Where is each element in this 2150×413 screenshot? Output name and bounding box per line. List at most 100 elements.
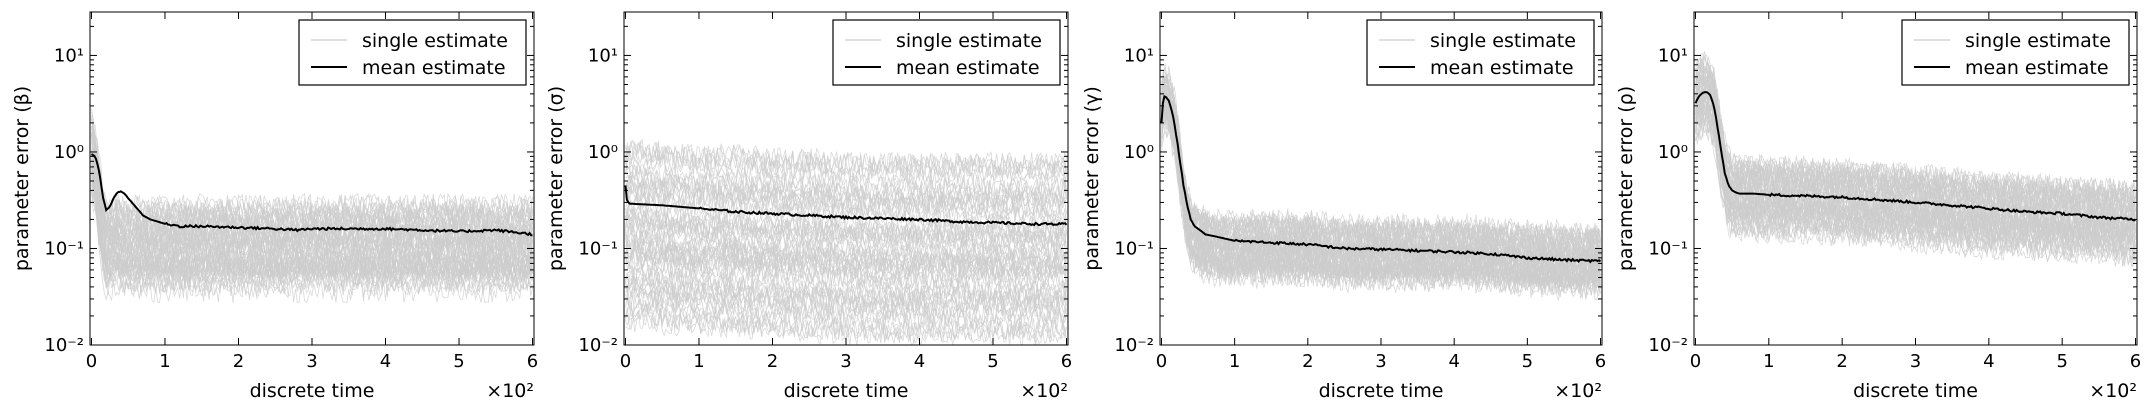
single-estimate-trace [1695,120,2136,268]
single-estimate-trace [91,161,533,275]
y-tick-label: 10⁻¹ [578,238,618,259]
y-tick-label: 10⁻² [1114,335,1154,356]
single-estimate-trace [1695,55,2136,203]
y-tick-label: 10⁰ [588,142,618,163]
x-tick-label: 3 [1375,351,1386,372]
single-estimate-trace [1161,103,1601,282]
single-estimate-trace [91,121,533,218]
x-tick-label: 6 [2130,351,2141,372]
x-tick-label: 5 [453,351,464,372]
single-estimate-trace [625,162,1067,204]
chart-panel-1: 0 1 2 3 4 5 6 10⁻² 10⁻¹ 10⁰ 10¹ discrete time ×10² pa… [11,11,538,402]
single-estimate-trace [625,180,1067,217]
mean-estimate-line [624,185,1068,227]
x-tick-label: 5 [987,351,998,372]
single-estimate-trace [91,189,533,294]
single-estimate-trace [1161,73,1601,251]
single-estimate-trace [91,155,533,262]
x-multiplier-label: ×10² [2089,380,2137,402]
single-estimate-trace [1695,117,2136,262]
x-tick-label: 2 [1302,351,1313,372]
mean-estimate-line [90,153,533,237]
y-axis-label: parameter error (σ) [545,86,567,271]
y-tick-label: 10⁻¹ [44,238,84,259]
legend: single estimate mean estimate [1901,19,2130,86]
single-estimate-trace [625,190,1067,228]
x-tick-label: 6 [527,351,538,372]
single-estimate-trace [1695,78,2136,231]
x-tick-label: 0 [1156,351,1167,372]
y-tick-label: 10¹ [588,45,618,66]
x-tick-label: 3 [840,351,851,372]
x-tick-label: 4 [380,351,391,372]
x-multiplier-label: ×10² [1020,380,1068,402]
plot-area [1694,51,2137,268]
single-estimate-trace [1161,126,1601,302]
x-tick-label: 0 [1690,351,1701,372]
single-estimate-trace [91,172,533,277]
legend-box [832,19,1061,86]
legend: single estimate mean estimate [1366,19,1595,86]
x-axis-label: discrete time [250,380,375,402]
single-estimate-trace [1695,58,2136,207]
chart-panel-3: 0 1 2 3 4 5 6 10⁻² 10⁻¹ 10⁰ 10¹ discrete time ×10² pa… [1081,11,1606,402]
single-estimate-trace [625,139,1067,177]
single-estimate-trace [1161,70,1601,254]
legend-label-single: single estimate [896,30,1042,52]
x-tick-label: 1 [1763,351,1774,372]
single-estimate-trace [625,152,1067,188]
single-estimate-trace [91,190,533,304]
x-tick-label: 6 [1595,351,1606,372]
single-estimate-trace [1161,86,1601,268]
x-axis-label: discrete time [1319,380,1444,402]
single-estimate-trace [625,303,1067,341]
single-estimate-trace [1695,84,2136,225]
single-estimate-trace [625,159,1067,201]
y-tick-label: 10⁻² [1648,335,1688,356]
single-estimate-trace [1161,113,1601,287]
x-tick-label: 6 [1061,351,1072,372]
single-estimate-trace [91,161,533,264]
single-estimate-trace [91,132,533,241]
legend: single estimate mean estimate [832,19,1061,86]
y-axis-label: parameter error (γ) [1081,86,1103,270]
x-tick-label: 2 [233,351,244,372]
x-tick-label: 5 [2056,351,2067,372]
single-estimate-trace [625,140,1067,178]
single-estimate-trace [91,126,533,232]
single-estimate-trace [1161,63,1601,244]
legend-box [1366,19,1595,86]
mean-estimate-line [1694,90,2137,222]
x-tick-label: 4 [1983,351,1994,372]
single-estimate-trace [625,283,1067,318]
single-estimate-trace [1161,96,1601,279]
x-tick-label: 5 [1522,351,1533,372]
x-tick-label: 1 [159,351,170,372]
single-estimate-trace [1695,55,2136,205]
x-axis-label: discrete time [1853,380,1978,402]
single-estimate-trace [625,231,1067,267]
x-tick-label: 4 [914,351,925,372]
single-estimate-trace [91,155,533,257]
single-estimate-trace [1695,95,2136,242]
x-tick-label: 1 [693,351,704,372]
y-tick-label: 10⁰ [54,142,84,163]
single-estimate-trace [91,128,533,234]
plot-area [624,139,1068,345]
y-axis-label: parameter error (ρ) [1615,86,1637,271]
y-axis-label: parameter error (β) [11,86,33,271]
legend-label-mean: mean estimate [896,57,1040,79]
single-estimate-trace [625,264,1067,301]
single-estimate-trace [91,183,533,294]
x-axis-label: discrete time [784,380,909,402]
single-estimate-trace [625,187,1067,225]
legend-label-single: single estimate [1430,30,1576,52]
legend-box [1901,19,2130,86]
single-estimate-trace [625,209,1067,245]
x-tick-label: 4 [1448,351,1459,372]
legend: single estimate mean estimate [298,19,527,86]
plot-area [90,107,533,304]
y-tick-label: 10⁻¹ [1648,238,1688,259]
legend-label-single: single estimate [362,30,508,52]
